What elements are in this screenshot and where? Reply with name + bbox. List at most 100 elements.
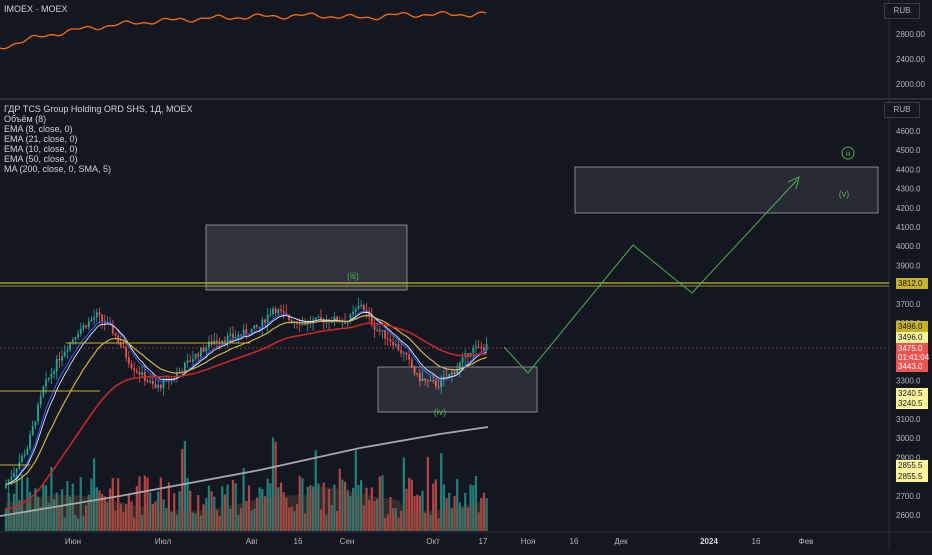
volume-bar — [413, 495, 416, 531]
volume-bar — [15, 475, 18, 531]
volume-bar — [410, 479, 413, 531]
legend-line[interactable]: EMA (50, close, 0) — [4, 154, 78, 164]
volume-bar — [263, 496, 267, 531]
candle-body — [336, 316, 338, 322]
top-price-tick: 2400.00 — [896, 55, 925, 64]
volume-bar — [98, 490, 101, 531]
candle-body — [450, 372, 453, 375]
volume-bar — [186, 477, 189, 531]
volume-bar — [290, 506, 293, 531]
candle-body — [109, 322, 112, 325]
legend-line[interactable]: EMA (10, close, 0) — [4, 144, 78, 154]
candle-body — [392, 341, 395, 346]
volume-bar — [239, 508, 243, 531]
volume-bar — [325, 514, 328, 531]
volume-bar — [416, 494, 419, 531]
price-tick: 2700.0 — [896, 492, 921, 501]
candle-body — [298, 323, 301, 325]
volume-bar — [282, 492, 285, 531]
price-tick: 4600.0 — [896, 127, 921, 136]
candle-body — [459, 362, 461, 369]
volume-bar — [4, 508, 8, 531]
candle-body — [301, 322, 304, 325]
volume-bar — [109, 488, 112, 531]
volume-bar — [293, 511, 296, 531]
volume-bar — [453, 496, 456, 531]
time-tick: Фев — [799, 537, 814, 546]
candle-body — [181, 371, 184, 373]
candle-body — [234, 337, 237, 339]
volume-bar — [346, 490, 349, 531]
candle-body — [189, 360, 192, 362]
volume-bar — [421, 490, 424, 531]
volume-bar — [437, 518, 440, 531]
wave-label-iii: (iii) — [347, 271, 359, 281]
candle-body — [114, 332, 117, 336]
candle-body — [258, 326, 261, 328]
candle-body — [125, 347, 128, 358]
candle-body — [13, 472, 15, 477]
candle-body — [216, 340, 218, 342]
volume-bar — [341, 479, 344, 531]
volume-bar — [485, 498, 488, 531]
candle-body — [365, 310, 368, 312]
volume-bar — [85, 505, 88, 531]
legend-line[interactable]: MA (200, close, 0, SMA, 5) — [4, 164, 112, 174]
candle-body — [274, 308, 277, 314]
candle-body — [192, 359, 194, 362]
volume-bar — [277, 487, 280, 531]
volume-bar — [231, 479, 235, 531]
legend-line[interactable]: EMA (21, close, 0) — [4, 134, 78, 144]
volume-bar — [408, 477, 411, 531]
bar-countdown: 01:41:04 — [896, 352, 930, 363]
top-currency-label[interactable]: RUB — [884, 3, 920, 19]
imoex-legend[interactable]: IMOEX · MOEX — [4, 4, 68, 14]
volume-bar — [178, 491, 181, 531]
legend-line[interactable]: ГДР TCS Group Holding ORD SHS, 1Д, MOEX — [4, 104, 193, 114]
candle-body — [360, 304, 363, 306]
candle-body — [288, 315, 290, 321]
volume-bar — [450, 508, 453, 531]
candle-body — [157, 384, 160, 388]
candle-body — [346, 321, 349, 324]
volume-bar — [261, 489, 264, 531]
volume-bar — [36, 496, 40, 531]
volume-bar — [31, 508, 34, 531]
candle-body — [58, 358, 61, 361]
candle-body — [373, 324, 376, 330]
volume-bar — [151, 503, 154, 531]
volume-bar — [47, 502, 50, 531]
price-tick: 3300.0 — [896, 377, 921, 386]
price-tick: 3700.0 — [896, 300, 921, 309]
volume-bar — [245, 501, 248, 531]
candle-body — [79, 328, 82, 334]
candle-body — [213, 340, 216, 345]
volume-bar — [426, 456, 429, 531]
volume-bar — [74, 515, 77, 531]
volume-bar — [378, 476, 381, 531]
candle-body — [141, 372, 144, 375]
legend-line[interactable]: Объём (8) — [4, 114, 47, 124]
ma-200-line — [0, 426, 489, 517]
volume-bar — [170, 511, 173, 531]
volume-bar — [55, 492, 58, 531]
time-tick: Ноя — [521, 537, 536, 546]
candle-body — [7, 479, 10, 485]
candle-body — [90, 319, 93, 322]
candle-body — [146, 380, 149, 382]
candle-body — [437, 386, 440, 388]
candle-body — [424, 378, 427, 381]
main-legend[interactable]: ГДР TCS Group Holding ORD SHS, 1Д, MOEX О… — [4, 104, 193, 174]
candle-body — [397, 343, 400, 351]
main-currency-label[interactable]: RUB — [884, 102, 920, 118]
time-tick: 17 — [479, 537, 488, 546]
candle-body — [352, 311, 354, 315]
legend-line[interactable]: EMA (8, close, 0) — [4, 124, 73, 134]
candle-body — [266, 314, 269, 323]
wave-label-v: (v) — [839, 189, 850, 199]
time-tick: Сен — [340, 537, 355, 546]
volume-bar — [365, 487, 368, 531]
candle-body — [272, 308, 274, 314]
